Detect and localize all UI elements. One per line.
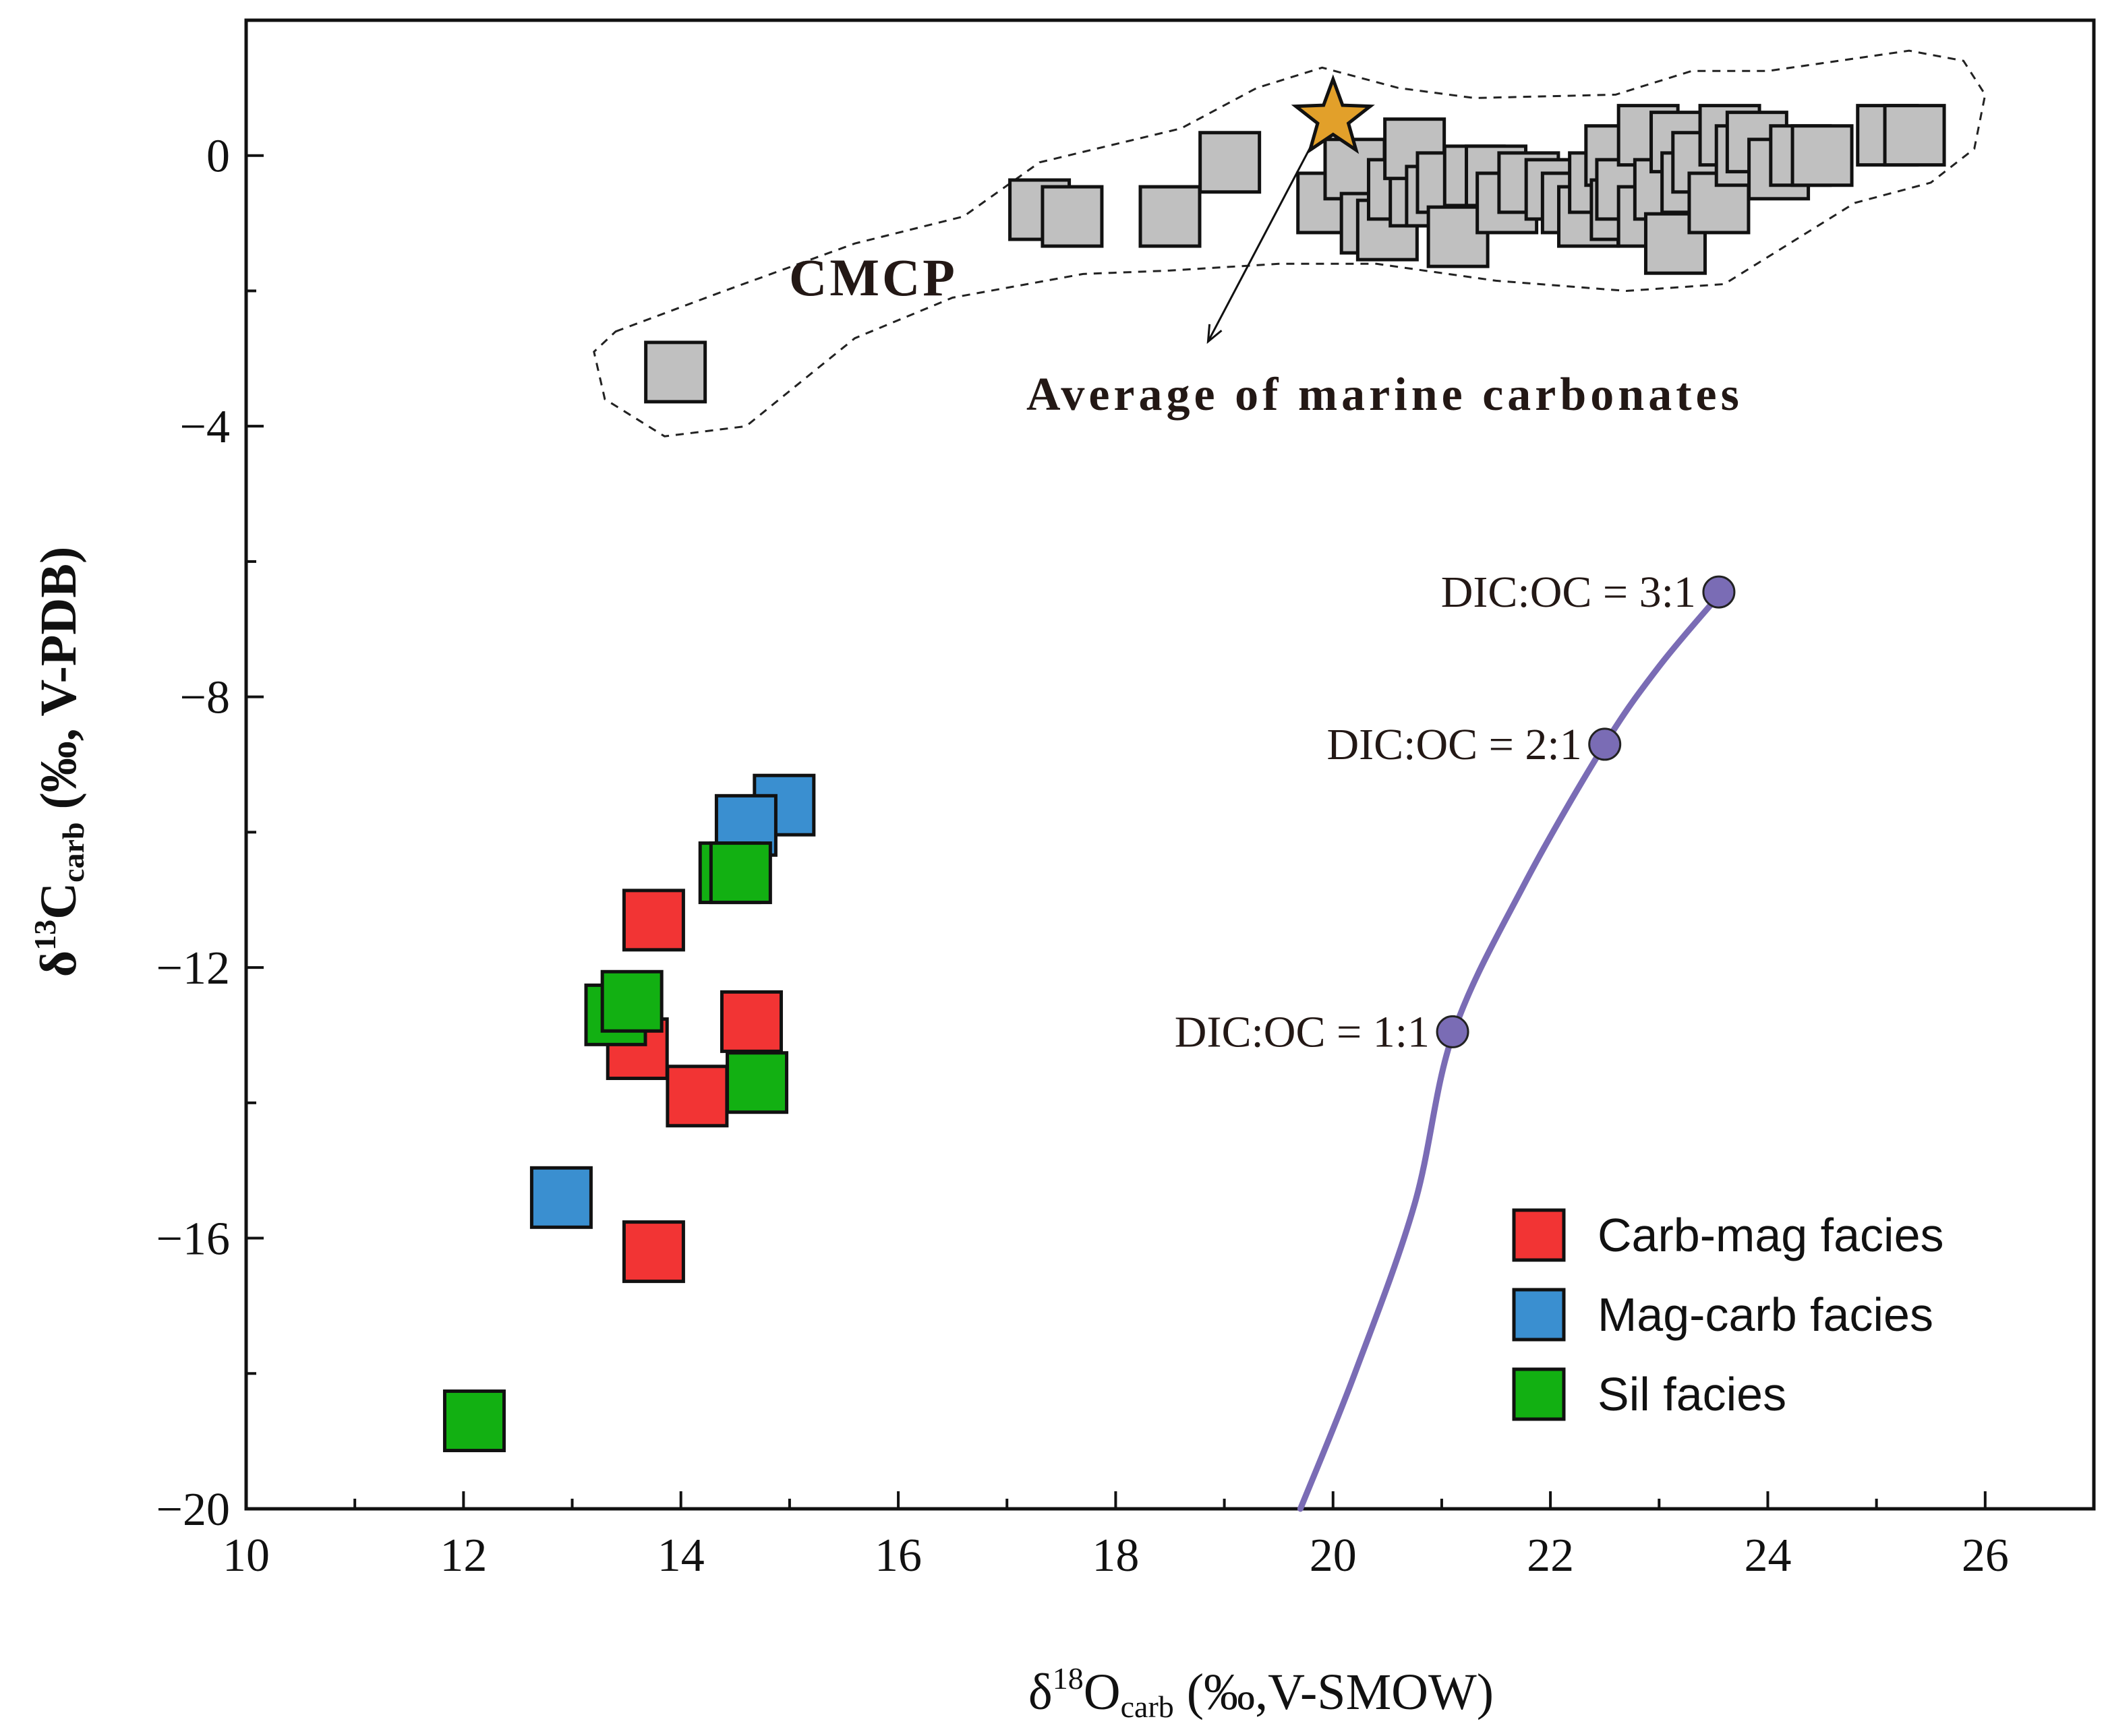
x-tick-label: 20: [1310, 1530, 1357, 1582]
x-axis-title-prefix: δ: [1028, 1664, 1053, 1720]
x-tick-label: 22: [1527, 1530, 1574, 1582]
legend: Carb-mag facies Mag-carb facies Sil facies: [1512, 1208, 1944, 1421]
star-arrow-head: [1206, 324, 1223, 345]
x-tick-label: 18: [1092, 1530, 1139, 1582]
x-tick-label: 26: [1962, 1530, 2009, 1582]
y-axis-title: δ13Ccarb (‰, V-PDB): [28, 547, 90, 978]
avg-marine-carbonates-label: Average of marine carbonates: [1026, 369, 1743, 421]
carb-mag-facies-point: [622, 1220, 685, 1284]
y-tick-label: −8: [180, 672, 230, 724]
cmcp-point: [644, 340, 707, 404]
x-axis-title-sub: carb: [1121, 1689, 1174, 1724]
x-tick-label: 14: [657, 1530, 705, 1582]
plot-frame: [244, 18, 2096, 1511]
mixing-marker: [1702, 575, 1736, 609]
cmcp-label: CMCP: [789, 248, 958, 307]
x-axis-title: δ18Ocarb (‰,V-SMOW): [1028, 1661, 1494, 1724]
y-axis-title-prefix: δ: [30, 951, 87, 977]
legend-swatch: [1512, 1367, 1566, 1421]
cmcp-point: [1041, 185, 1104, 248]
y-axis-title-sub: carb: [56, 822, 90, 882]
y-tick-label: −20: [156, 1484, 230, 1536]
y-tick-label: 0: [206, 131, 230, 183]
mixing-marker-label: DIC:OC = 1:1: [1175, 1007, 1430, 1056]
y-axis-title-suffix: (‰, V-PDB): [30, 547, 87, 822]
mixing-marker: [1436, 1015, 1469, 1048]
legend-label: Sil facies: [1598, 1368, 1786, 1420]
cmcp-point: [1198, 131, 1262, 194]
x-axis-title-suffix: (‰,V-SMOW): [1174, 1664, 1494, 1720]
x-tick-label: 10: [223, 1530, 270, 1582]
mixing-curve: [1297, 592, 1722, 1512]
y-axis-title-main: C: [30, 882, 87, 920]
sil-facies-point: [600, 969, 664, 1033]
carb-mag-facies-point: [666, 1065, 729, 1128]
x-tick-label: 24: [1744, 1530, 1791, 1582]
cmcp-envelope: [593, 49, 1987, 438]
x-tick-label: 12: [440, 1530, 487, 1582]
sil-facies-point: [442, 1389, 506, 1453]
mixing-marker: [1588, 727, 1622, 761]
marine-carbonate-average-star: [1291, 74, 1375, 154]
carb-mag-facies-point: [622, 889, 685, 952]
x-axis-title-sup: 18: [1053, 1661, 1084, 1696]
y-tick-label: −4: [180, 401, 230, 453]
cmcp-point: [1138, 185, 1202, 248]
cmcp-point: [1790, 124, 1854, 187]
legend-label: Mag-carb facies: [1598, 1288, 1933, 1341]
sil-facies-point: [709, 841, 772, 905]
legend-swatch: [1512, 1288, 1566, 1342]
mag-carb-facies-point: [529, 1166, 593, 1229]
mixing-marker-label: DIC:OC = 2:1: [1326, 720, 1581, 769]
legend-label: Carb-mag facies: [1598, 1209, 1944, 1261]
y-tick-label: −12: [156, 942, 230, 994]
y-tick-label: −16: [156, 1214, 230, 1265]
x-tick-label: 16: [875, 1530, 922, 1582]
y-axis-title-sup: 13: [28, 920, 62, 951]
cmcp-point: [1883, 104, 1946, 167]
mixing-marker-label: DIC:OC = 3:1: [1441, 568, 1696, 617]
carb-mag-facies-point: [720, 990, 783, 1053]
sil-facies-point: [726, 1051, 789, 1114]
x-axis-title-main: O: [1084, 1664, 1121, 1720]
legend-swatch: [1512, 1208, 1566, 1262]
star-arrow-line: [1207, 142, 1314, 342]
